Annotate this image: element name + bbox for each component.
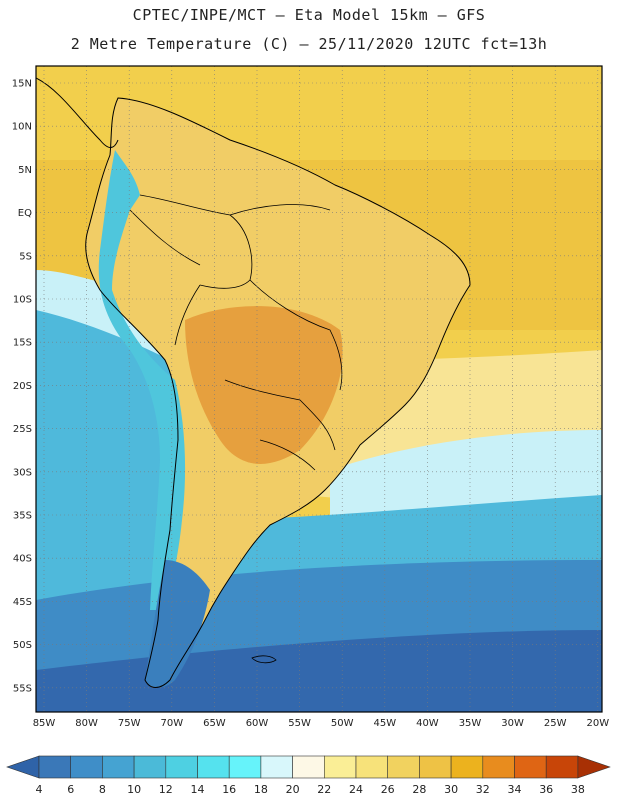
lon-label: 70W <box>160 718 183 729</box>
colorbar-label: 12 <box>159 783 173 796</box>
colorbar-label: 10 <box>127 783 141 796</box>
andes-cold-ridge <box>98 150 186 610</box>
lat-label: 50S <box>13 640 32 651</box>
colorbar-label: 16 <box>222 783 236 796</box>
colorbar-label: 14 <box>191 783 205 796</box>
lon-label: 55W <box>288 718 311 729</box>
latitude-labels: 15N 10N 5N EQ 5S 10S 15S 20S 25S 30S 35S 40S 45S 50S 5… <box>12 79 32 695</box>
colorbar-swatch <box>38 755 72 779</box>
lon-label: 65W <box>203 718 226 729</box>
colorbar-swatch <box>419 755 452 779</box>
colorbar-label: 8 <box>99 783 106 796</box>
ocean-coldest-band <box>36 630 602 712</box>
lon-label: 35W <box>459 718 482 729</box>
colorbar-swatch <box>133 755 167 779</box>
colorbar-swatch <box>292 755 325 779</box>
colorbar-label: 22 <box>317 783 331 796</box>
lat-label: 20S <box>13 381 32 392</box>
falkland-islands <box>251 655 277 664</box>
map-frame <box>35 65 603 713</box>
colorbar-swatch <box>197 755 230 779</box>
colorbar-swatch <box>165 755 198 779</box>
lat-label: 5N <box>18 165 32 176</box>
colorbar-swatch <box>514 755 547 779</box>
lat-label: EQ <box>18 208 32 219</box>
lat-label: 45S <box>13 597 32 608</box>
lat-label: 55S <box>13 683 32 694</box>
colorbar-swatch <box>450 755 484 779</box>
colorbar-label: 36 <box>539 783 553 796</box>
colorbar-label: 6 <box>67 783 74 796</box>
temperature-colorbar: 4 6 8 10 12 14 16 18 20 22 24 26 28 30 32 34 36 38 <box>6 755 611 796</box>
lat-label: 10S <box>13 295 32 306</box>
lon-label: 25W <box>544 718 567 729</box>
lon-label: 45W <box>373 718 396 729</box>
south-america-landmass <box>85 97 471 688</box>
lat-label: 15S <box>13 338 32 349</box>
colorbar-label: 20 <box>286 783 300 796</box>
colorbar-label: 30 <box>444 783 458 796</box>
colorbar-high-arrow <box>577 755 611 779</box>
map-title-line-1: CPTEC/INPE/MCT – Eta Model 15km – GFS <box>132 6 486 24</box>
colorbar-label: 32 <box>476 783 490 796</box>
lon-label: 30W <box>501 718 524 729</box>
central-america-coast <box>36 77 119 148</box>
colorbar-swatch <box>70 755 103 779</box>
lat-label: 40S <box>13 554 32 565</box>
lon-label: 80W <box>75 718 98 729</box>
colorbar-label: 34 <box>508 783 522 796</box>
country-borders <box>129 194 343 471</box>
lat-label: 5S <box>19 251 32 262</box>
lat-label: 25S <box>13 424 32 435</box>
lon-label: 85W <box>33 718 56 729</box>
colorbar-label: 38 <box>571 783 585 796</box>
lon-label: 60W <box>246 718 269 729</box>
colorbar-label: 18 <box>254 783 268 796</box>
colorbar-label: 24 <box>349 783 363 796</box>
map-plot-area <box>36 66 602 712</box>
lon-label: 50W <box>331 718 354 729</box>
lat-label: 10N <box>12 122 32 133</box>
colorbar-label: 28 <box>412 783 426 796</box>
colorbar-swatch <box>323 755 357 779</box>
lon-label: 20W <box>586 718 609 729</box>
colorbar-swatch <box>355 755 389 779</box>
lat-label: 30S <box>13 467 32 478</box>
colorbar-swatch <box>228 755 262 779</box>
colorbar-swatch <box>387 755 420 779</box>
longitude-labels: 85W 80W 75W 70W 65W 60W 55W 50W 45W 40W 35W 30W 25W 2… <box>33 718 610 729</box>
colorbar-label: 4 <box>36 783 43 796</box>
colorbar-swatch <box>102 755 135 779</box>
colorbar-swatch <box>545 755 579 779</box>
lon-label: 75W <box>118 718 141 729</box>
colorbar-swatch <box>482 755 515 779</box>
lat-label: 35S <box>13 511 32 522</box>
colorbar-label: 26 <box>381 783 395 796</box>
lon-label: 40W <box>416 718 439 729</box>
land-hot-zone <box>185 306 343 464</box>
map-title-line-2: 2 Metre Temperature (C) – 25/11/2020 12U… <box>70 35 548 53</box>
lat-label: 15N <box>12 79 32 90</box>
colorbar-low-arrow <box>6 755 40 779</box>
colorbar-swatch <box>260 755 293 779</box>
ocean-cool-band <box>36 270 602 520</box>
